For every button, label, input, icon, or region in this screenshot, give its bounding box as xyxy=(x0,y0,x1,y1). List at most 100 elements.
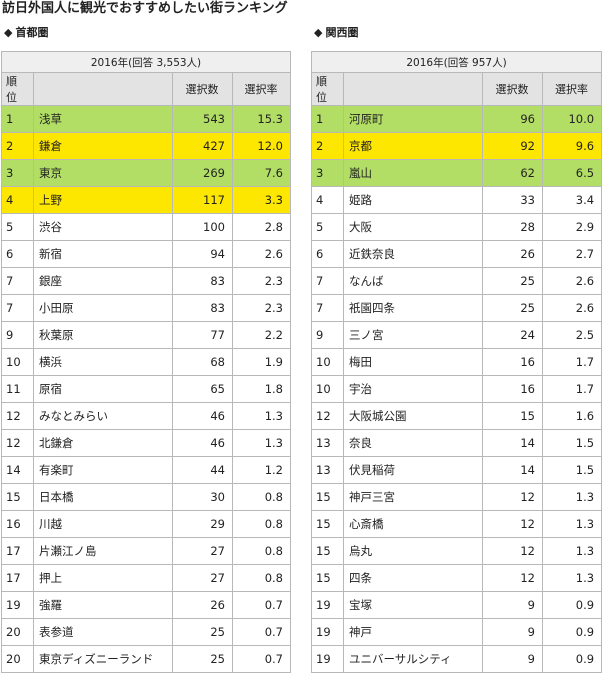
table-row: 12 みなとみらい 46 1.3 xyxy=(1,402,291,430)
rank-cell: 10 xyxy=(1,348,34,376)
place-name-cell: 日本橋 xyxy=(33,483,173,511)
rate-cell: 0.7 xyxy=(232,645,291,673)
rate-cell: 1.6 xyxy=(541,402,602,430)
table-row: 5 渋谷 100 2.8 xyxy=(1,213,291,241)
table-row: 3 嵐山 62 6.5 xyxy=(311,159,602,187)
count-cell: 9 xyxy=(482,591,543,619)
rank-cell: 7 xyxy=(311,267,344,295)
place-name-cell: 渋谷 xyxy=(33,213,173,241)
table-row: 7 なんば 25 2.6 xyxy=(311,267,602,295)
count-cell: 28 xyxy=(482,213,543,241)
count-cell: 27 xyxy=(172,537,233,565)
table-row: 12 北鎌倉 46 1.3 xyxy=(1,429,291,457)
count-cell: 25 xyxy=(482,267,543,295)
place-name-cell: 宝塚 xyxy=(343,591,483,619)
table-row: 15 烏丸 12 1.3 xyxy=(311,537,602,565)
count-cell: 12 xyxy=(482,537,543,565)
rate-cell: 1.3 xyxy=(232,429,291,457)
rate-cell: 15.3 xyxy=(232,105,291,133)
place-name-cell: 宇治 xyxy=(343,375,483,403)
count-cell: 427 xyxy=(172,132,233,160)
rate-cell: 0.9 xyxy=(541,591,602,619)
rank-cell: 15 xyxy=(311,564,344,592)
place-name-cell: 押上 xyxy=(33,564,173,592)
count-cell: 44 xyxy=(172,456,233,484)
table-row: 4 上野 117 3.3 xyxy=(1,186,291,214)
place-name-cell: 小田原 xyxy=(33,294,173,322)
place-name-cell: 姫路 xyxy=(343,186,483,214)
place-name-cell: 神戸三宮 xyxy=(343,483,483,511)
place-name-cell: 北鎌倉 xyxy=(33,429,173,457)
section-label: 首都圏 xyxy=(15,26,49,39)
table-row: 6 近鉄奈良 26 2.7 xyxy=(311,240,602,268)
page-title: 訪日外国人に観光でおすすめしたい街ランキング xyxy=(2,1,288,16)
table-row: 20 東京ディズニーランド 25 0.7 xyxy=(1,645,291,673)
count-cell: 46 xyxy=(172,402,233,430)
table-row: 4 姫路 33 3.4 xyxy=(311,186,602,214)
place-name-cell: 近鉄奈良 xyxy=(343,240,483,268)
count-cell: 16 xyxy=(482,348,543,376)
rank-cell: 4 xyxy=(1,186,34,214)
rate-cell: 6.5 xyxy=(541,159,602,187)
rank-cell: 2 xyxy=(1,132,34,160)
table-row: 11 原宿 65 1.8 xyxy=(1,375,291,403)
place-name-cell: 鎌倉 xyxy=(33,132,173,160)
place-name-cell: なんば xyxy=(343,267,483,295)
place-name-cell: 大阪城公園 xyxy=(343,402,483,430)
rate-cell: 3.3 xyxy=(232,186,291,214)
rank-cell: 19 xyxy=(311,591,344,619)
count-cell: 68 xyxy=(172,348,233,376)
rank-cell: 5 xyxy=(1,213,34,241)
rate-cell: 1.7 xyxy=(541,375,602,403)
rate-cell: 2.6 xyxy=(541,267,602,295)
rank-cell: 15 xyxy=(1,483,34,511)
count-cell: 83 xyxy=(172,267,233,295)
count-cell: 100 xyxy=(172,213,233,241)
table-row: 15 心斎橋 12 1.3 xyxy=(311,510,602,538)
rate-cell: 0.8 xyxy=(232,510,291,538)
rate-cell: 2.9 xyxy=(541,213,602,241)
rate-cell: 2.6 xyxy=(541,294,602,322)
table-row: 13 奈良 14 1.5 xyxy=(311,429,602,457)
place-name-cell: 東京 xyxy=(33,159,173,187)
place-name-cell: 神戸 xyxy=(343,618,483,646)
count-cell: 33 xyxy=(482,186,543,214)
rank-cell: 1 xyxy=(311,105,344,133)
count-cell: 16 xyxy=(482,375,543,403)
table-row: 10 宇治 16 1.7 xyxy=(311,375,602,403)
count-cell: 25 xyxy=(172,645,233,673)
count-cell: 83 xyxy=(172,294,233,322)
count-cell: 9 xyxy=(482,645,543,673)
place-name-cell: 三ノ宮 xyxy=(343,321,483,349)
table-row: 10 梅田 16 1.7 xyxy=(311,348,602,376)
table-row: 1 河原町 96 10.0 xyxy=(311,105,602,133)
place-name-cell: 大阪 xyxy=(343,213,483,241)
rate-cell: 1.5 xyxy=(541,456,602,484)
place-name-cell: 京都 xyxy=(343,132,483,160)
rank-cell: 9 xyxy=(1,321,34,349)
place-name-cell: 河原町 xyxy=(343,105,483,133)
rate-cell: 0.9 xyxy=(541,618,602,646)
rate-cell: 2.2 xyxy=(232,321,291,349)
section-heading-kansai: ◆ 関西圏 xyxy=(314,26,358,40)
count-cell: 9 xyxy=(482,618,543,646)
rate-cell: 1.3 xyxy=(232,402,291,430)
table-row: 6 新宿 94 2.6 xyxy=(1,240,291,268)
place-name-cell: 奈良 xyxy=(343,429,483,457)
rate-cell: 10.0 xyxy=(541,105,602,133)
rank-cell: 7 xyxy=(1,294,34,322)
count-cell: 12 xyxy=(482,564,543,592)
table-caption: 2016年(回答 3,553人) xyxy=(1,51,291,73)
rate-cell: 12.0 xyxy=(232,132,291,160)
count-cell: 96 xyxy=(482,105,543,133)
count-cell: 62 xyxy=(482,159,543,187)
rate-cell: 7.6 xyxy=(232,159,291,187)
place-name-cell: 東京ディズニーランド xyxy=(33,645,173,673)
table-row: 9 三ノ宮 24 2.5 xyxy=(311,321,602,349)
count-cell: 14 xyxy=(482,429,543,457)
rank-cell: 15 xyxy=(311,483,344,511)
rank-cell: 7 xyxy=(1,267,34,295)
table-row: 7 銀座 83 2.3 xyxy=(1,267,291,295)
rate-cell: 2.5 xyxy=(541,321,602,349)
rank-cell: 12 xyxy=(1,402,34,430)
